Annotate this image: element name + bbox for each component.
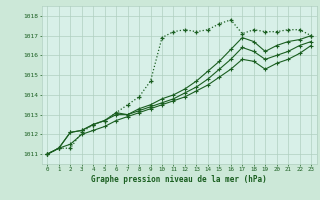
- X-axis label: Graphe pression niveau de la mer (hPa): Graphe pression niveau de la mer (hPa): [91, 175, 267, 184]
